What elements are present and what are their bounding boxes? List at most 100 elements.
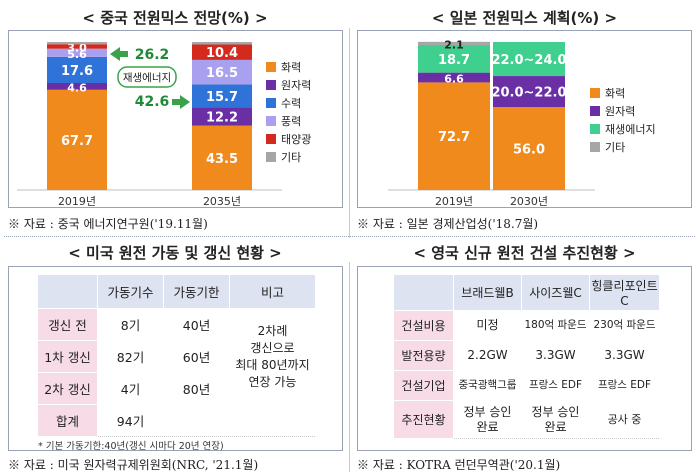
us-row-count: 82기 (97, 340, 164, 373)
bar-segment (192, 44, 252, 60)
legend-swatch (590, 124, 600, 134)
bar-segment (418, 82, 490, 190)
legend-item: 재생에너지 (590, 120, 656, 138)
legend-label: 기타 (605, 141, 626, 154)
bar-segment (493, 42, 565, 77)
legend-label: 재생에너지 (605, 123, 656, 136)
us-row-label: 2차 갱신 (37, 372, 98, 405)
legend-swatch (266, 98, 276, 108)
data-label: 22.0~24.0 (491, 53, 566, 68)
bar-segment (47, 42, 107, 45)
bar-segment (192, 125, 252, 190)
bar-segment (418, 72, 490, 83)
data-label: 16.5 (206, 66, 238, 81)
us-row-note (229, 404, 316, 437)
uk-row-label: 추진현황 (393, 400, 454, 439)
bar-segment (47, 89, 107, 190)
legend-item: 원자력 (266, 76, 311, 94)
uk-cell: 3.3GW (521, 340, 590, 371)
us-row-label: 1차 갱신 (37, 340, 98, 373)
bar-segment (47, 82, 107, 90)
x-tick-label: 2019년 (435, 195, 473, 208)
uk-row-label: 건설기업 (393, 370, 454, 401)
uk-row-label: 발전용량 (393, 340, 454, 371)
legend-item: 풍력 (266, 112, 311, 130)
uk-cell: 프랑스 EDF (589, 370, 660, 401)
uk-header: 힝클리포인트C (589, 274, 660, 311)
data-label: 20.0~22.0 (491, 86, 566, 101)
bar-segment (192, 59, 252, 85)
arrow-left-icon (110, 47, 128, 61)
uk-table-frame (357, 266, 692, 451)
japan-source: ※ 자료 : 일본 경제산업성('18.7월) (357, 217, 539, 231)
uk-table: 브래드웰B 사이즈웰C 힝클리포인트C 건설비용 미정 180억 파운드 230… (393, 274, 660, 439)
legend-item: 화력 (266, 58, 311, 76)
us-source: ※ 자료 : 미국 원자력규제위원회(NRC, '21.1월) (8, 458, 259, 472)
us-note-line: 2차례 (257, 323, 288, 338)
arrow-right-icon (172, 95, 190, 109)
legend-swatch (266, 62, 276, 72)
legend-label: 화력 (281, 61, 302, 74)
uk-table-title: < 영국 신규 원전 건설 추진현황 > (413, 244, 636, 262)
data-label: 6.6 (444, 73, 464, 86)
us-header-term: 가동기한 (163, 274, 230, 309)
data-label: 72.7 (438, 130, 470, 145)
legend-label: 수력 (281, 97, 302, 110)
data-label: 5.6 (67, 48, 87, 61)
uk-cell: 프랑스 EDF (521, 370, 590, 401)
data-label: 17.6 (61, 64, 93, 79)
bar-segment (192, 84, 252, 108)
us-row-count: 4기 (97, 372, 164, 405)
bar-segment (493, 76, 565, 108)
legend-item: 기타 (266, 148, 311, 166)
bar-segment (493, 107, 565, 190)
us-note-line: 연장 가능 (248, 374, 297, 389)
china-chart-frame (8, 30, 343, 208)
legend-swatch (590, 106, 600, 116)
legend-label: 화력 (605, 87, 626, 100)
data-label: 56.0 (513, 143, 545, 158)
china-source: ※ 자료 : 중국 에너지연구원('19.11월) (8, 217, 208, 231)
legend-swatch (266, 152, 276, 162)
middle-divider (4, 236, 695, 237)
data-label: 67.7 (61, 134, 93, 149)
us-table: 가동기수 가동기한 비고 갱신 전 8기 40년 2차례 갱신으로 최대 80년… (37, 274, 316, 437)
renewable-value: 42.6 (135, 94, 170, 110)
data-label: 18.7 (438, 53, 470, 68)
japan-chart-title: < 일본 전원믹스 계획(%) > (431, 9, 618, 27)
us-note-cell: 2차례 갱신으로 최대 80년까지 연장 가능 (229, 308, 316, 405)
uk-source: ※ 자료 : KOTRA 런던무역관('20.1월) (357, 458, 561, 472)
renewable-note-label: 재생에너지 (123, 72, 171, 84)
china-chart: 67.7 4.6 17.6 5.63.0 2019년 43.5 12.2 15.7 16.5 10… (17, 41, 282, 208)
data-label: 2.1 (444, 38, 464, 51)
uk-cell: 2.2GW (453, 340, 522, 371)
legend-item: 수력 (266, 94, 311, 112)
bar-segment (47, 56, 107, 83)
uk-cell: 230억 파운드 (589, 310, 660, 341)
renewable-note-box (117, 66, 177, 88)
data-label: 10.4 (206, 46, 238, 61)
japan-chart: 72.7 6.6 18.7 2.1 2019년 56.0 20.0~22.0 22.0~24.… (388, 38, 595, 208)
uk-cell: 미정 (453, 310, 522, 341)
legend-label: 원자력 (605, 105, 636, 118)
uk-cell-line: 완료 (476, 419, 499, 434)
x-tick-label: 2019년 (58, 195, 96, 208)
legend-item: 태양광 (266, 130, 311, 148)
uk-cell: 중국광핵그룹 (453, 370, 522, 401)
legend-swatch (590, 142, 600, 152)
x-tick-label: 2030년 (510, 195, 548, 208)
legend-swatch (590, 88, 600, 98)
data-label: 4.6 (67, 81, 87, 94)
uk-cell: 정부 승인 완료 (521, 400, 590, 439)
uk-cell: 공사 중 (589, 400, 660, 439)
us-header-note: 비고 (229, 274, 316, 309)
uk-cell: 180억 파운드 (521, 310, 590, 341)
legend-item: 원자력 (590, 102, 656, 120)
uk-cell-line: 완료 (544, 419, 567, 434)
us-row-label: 갱신 전 (37, 308, 98, 341)
legend-swatch (266, 80, 276, 90)
legend-label: 태양광 (281, 133, 312, 146)
data-label: 12.2 (206, 111, 238, 126)
bar-segment (418, 44, 490, 73)
